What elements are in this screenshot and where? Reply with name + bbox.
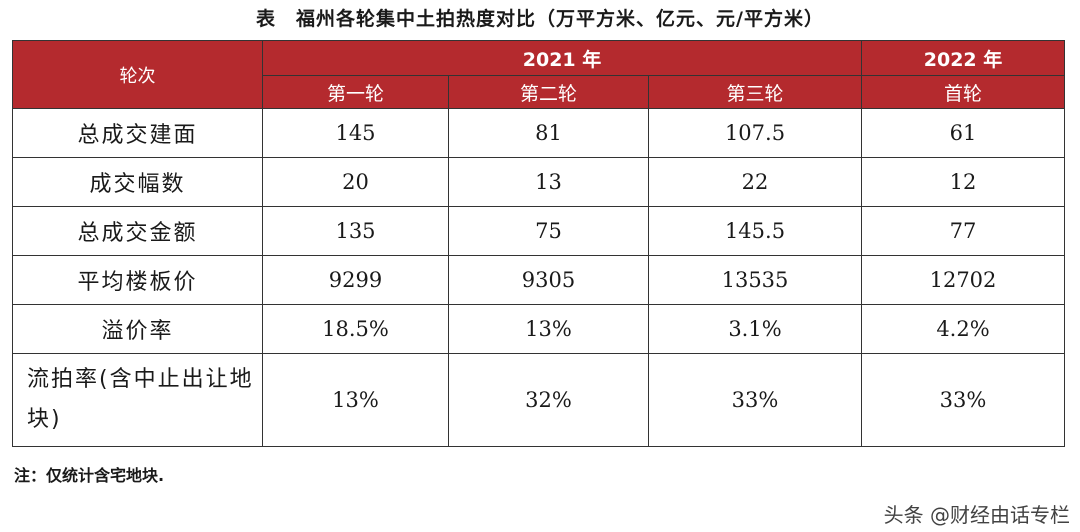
table-cell: 107.5 — [648, 108, 862, 158]
table-cell: 33% — [648, 353, 862, 447]
header-row-rounds: 第一轮 第二轮 第三轮 首轮 — [13, 75, 1065, 109]
table-cell: 22 — [648, 157, 862, 207]
round-header: 轮次 — [12, 40, 263, 109]
table-row: 溢价率 18.5% 13% 3.1% 4.2% — [12, 304, 1065, 354]
table-cell: 81 — [448, 108, 649, 158]
table-cell: 9299 — [262, 255, 449, 305]
table-cell: 77 — [861, 206, 1065, 256]
footnote: 注：仅统计含宅地块. — [14, 466, 165, 485]
table-cell: 9305 — [448, 255, 649, 305]
row-label: 总成交金额 — [12, 206, 263, 256]
table-cell: 4.2% — [861, 304, 1065, 354]
table-cell: 32% — [448, 353, 649, 447]
watermark: 头条 @财经由话专栏 — [883, 503, 1070, 527]
table-cell: 13535 — [648, 255, 862, 305]
row-label: 流拍率(含中止出让地块) — [12, 353, 263, 447]
table-cell: 3.1% — [648, 304, 862, 354]
table-cell: 61 — [861, 108, 1065, 158]
table-title: 表 福州各轮集中土拍热度对比（万平方米、亿元、元/平方米） — [256, 8, 824, 30]
row-label: 平均楼板价 — [12, 255, 263, 305]
table-cell: 145.5 — [648, 206, 862, 256]
table-cell: 18.5% — [262, 304, 449, 354]
table-cell: 12 — [861, 157, 1065, 207]
table-cell: 75 — [448, 206, 649, 256]
table-cell: 13 — [448, 157, 649, 207]
round-col-1: 第一轮 — [262, 75, 449, 109]
row-label: 溢价率 — [12, 304, 263, 354]
round-col-3: 第三轮 — [648, 75, 862, 109]
row-label: 成交幅数 — [12, 157, 263, 207]
table-row: 总成交金额 135 75 145.5 77 — [12, 206, 1065, 256]
comparison-table: 轮次 2021 年 2022 年 第一轮 第二轮 第三轮 首轮 总成交建面 14… — [12, 40, 1065, 447]
table-cell: 12702 — [861, 255, 1065, 305]
year-2022-header: 2022 年 — [861, 40, 1065, 76]
round-col-2: 第二轮 — [448, 75, 649, 109]
table-cell: 20 — [262, 157, 449, 207]
table-cell: 145 — [262, 108, 449, 158]
table-row: 流拍率(含中止出让地块) 13% 32% 33% 33% — [12, 353, 1065, 447]
table-row: 平均楼板价 9299 9305 13535 12702 — [12, 255, 1065, 305]
table-row: 总成交建面 145 81 107.5 61 — [12, 108, 1065, 158]
table-cell: 13% — [262, 353, 449, 447]
header-row-years: 轮次 2021 年 2022 年 — [12, 40, 1065, 109]
round-col-4: 首轮 — [861, 75, 1065, 109]
table-cell: 13% — [448, 304, 649, 354]
table-cell: 135 — [262, 206, 449, 256]
year-2021-header: 2021 年 — [262, 40, 862, 76]
table-row: 成交幅数 20 13 22 12 — [12, 157, 1065, 207]
row-label: 总成交建面 — [12, 108, 263, 158]
table-cell: 33% — [861, 353, 1065, 447]
